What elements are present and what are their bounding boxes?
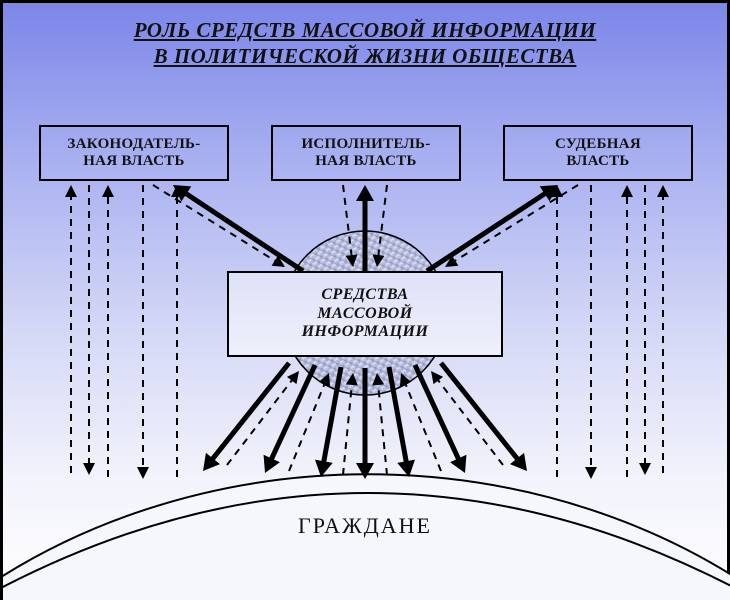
box-media-label: СРЕДСТВА МАССОВОЙ ИНФОРМАЦИИ [302, 286, 429, 341]
box-judicial: СУДЕБНАЯ ВЛАСТЬ [503, 125, 693, 181]
title-line-1: РОЛЬ СРЕДСТВ МАССОВОЙ ИНФОРМАЦИИ [3, 17, 727, 43]
box-judicial-label: СУДЕБНАЯ ВЛАСТЬ [555, 136, 641, 171]
title-line-2: В ПОЛИТИЧЕСКОЙ ЖИЗНИ ОБЩЕСТВА [3, 43, 727, 69]
diagram-title: РОЛЬ СРЕДСТВ МАССОВОЙ ИНФОРМАЦИИ В ПОЛИТ… [3, 17, 727, 70]
citizens-arc-shape [3, 493, 730, 600]
box-legislative-label: ЗАКОНОДАТЕЛЬ- НАЯ ВЛАСТЬ [67, 136, 200, 171]
box-media: СРЕДСТВА МАССОВОЙ ИНФОРМАЦИИ [227, 271, 503, 357]
box-executive-label: ИСПОЛНИТЕЛЬ- НАЯ ВЛАСТЬ [301, 136, 430, 171]
box-legislative: ЗАКОНОДАТЕЛЬ- НАЯ ВЛАСТЬ [39, 125, 229, 181]
diagram-frame: РОЛЬ СРЕДСТВ МАССОВОЙ ИНФОРМАЦИИ В ПОЛИТ… [0, 0, 730, 600]
box-executive: ИСПОЛНИТЕЛЬ- НАЯ ВЛАСТЬ [271, 125, 461, 181]
citizens-label: ГРАЖДАНЕ [3, 513, 727, 539]
citizens-text: ГРАЖДАНЕ [298, 513, 432, 538]
